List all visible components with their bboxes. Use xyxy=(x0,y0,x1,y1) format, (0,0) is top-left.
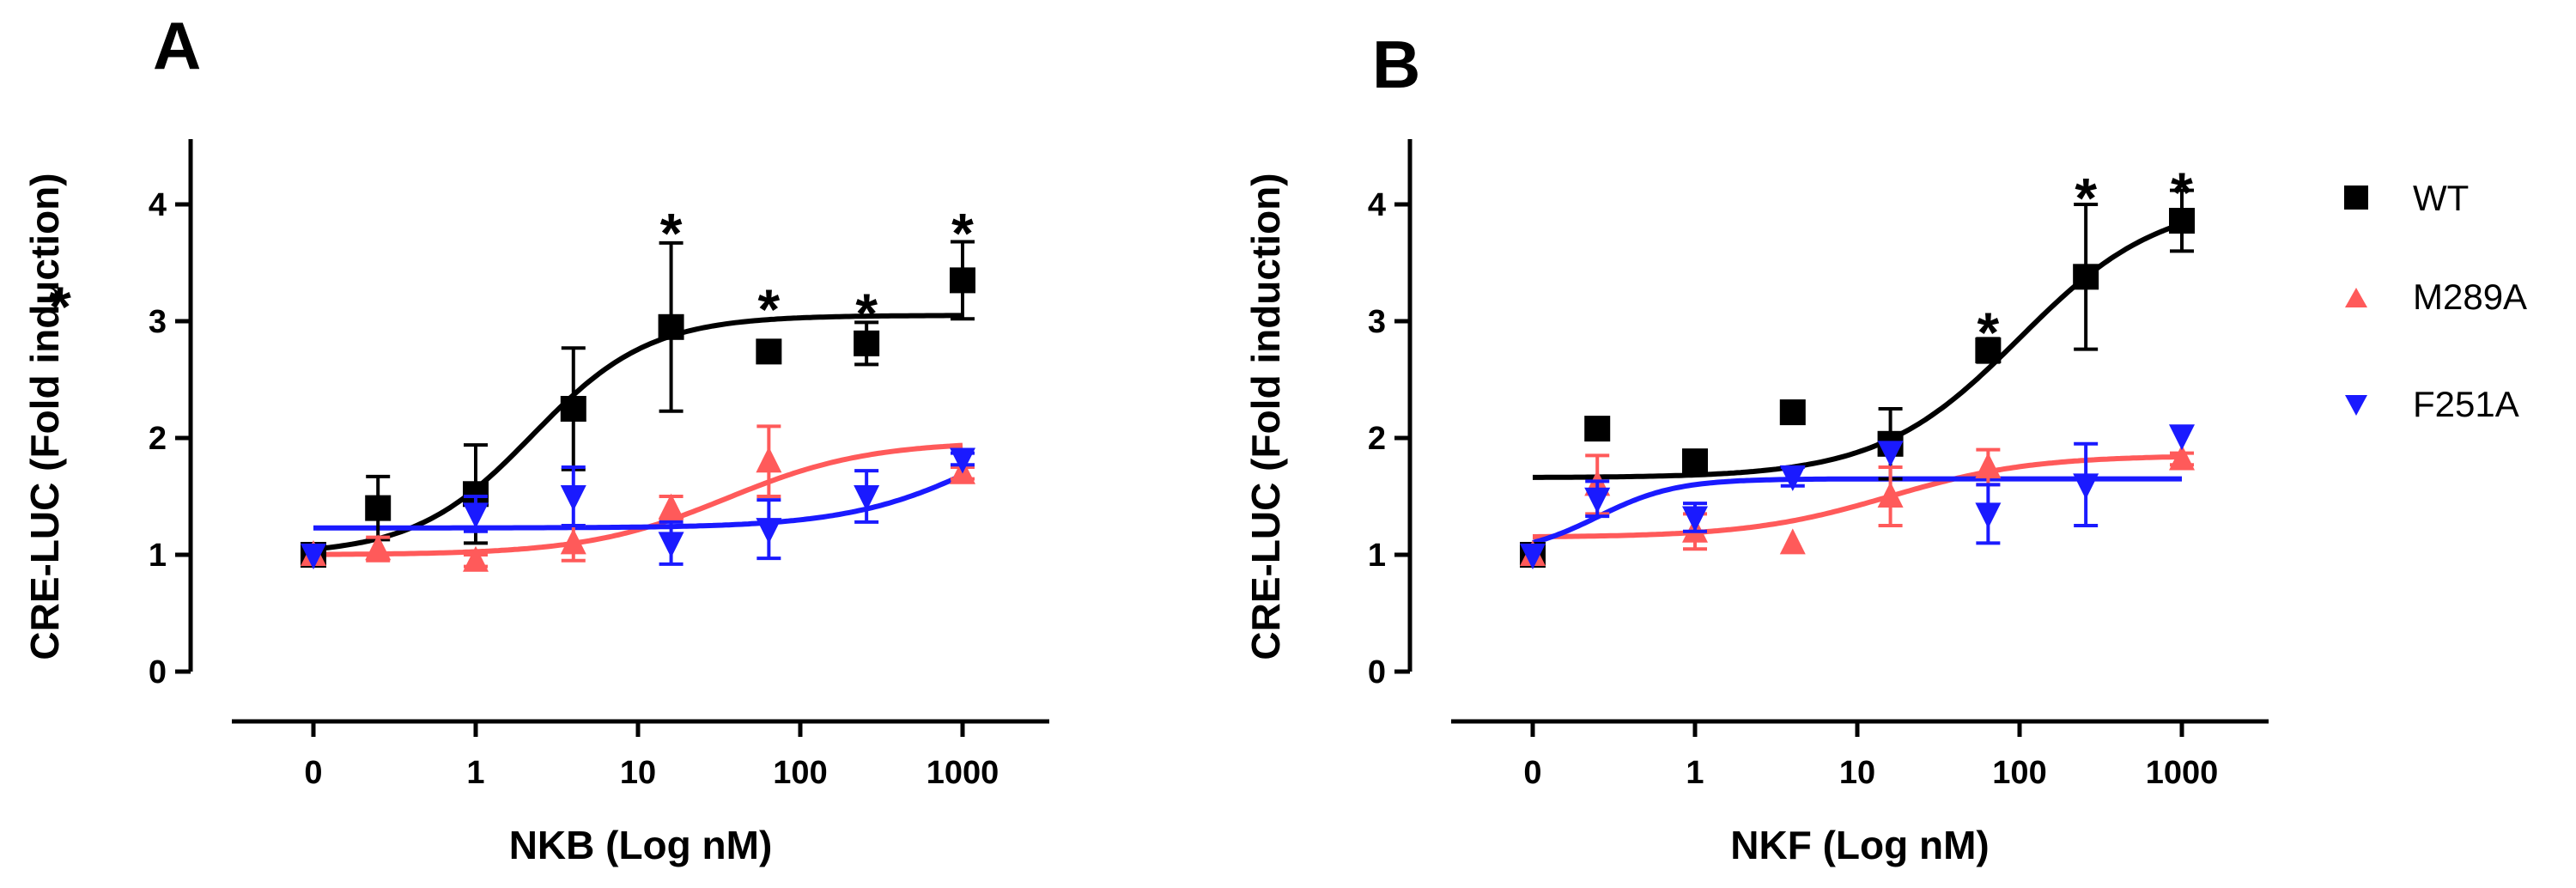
panel-b-point-wt xyxy=(1779,399,1806,426)
panel-b-x-tick-label: 1 xyxy=(1686,755,1704,791)
panel-b-point-f251a xyxy=(1584,487,1611,514)
panel-a-y-axis-title: CRE-LUC (Fold induction) xyxy=(22,173,67,660)
panel-b-point-f251a xyxy=(1779,465,1806,491)
panel-b-x-tick-label: 1000 xyxy=(2146,755,2219,791)
panel-a-point-f251a xyxy=(301,544,326,569)
panel-a-y-tick-label: 1 xyxy=(149,538,167,574)
panel-b-x-tick-label: 10 xyxy=(1839,755,1875,791)
panel-a-y-tick-label: 0 xyxy=(149,654,167,690)
legend-marker-f251a xyxy=(2345,395,2367,416)
panel-a-point-m289a xyxy=(658,493,684,520)
panel-b-point-wt xyxy=(2073,264,2099,290)
panel-a-y-tick-label: 4 xyxy=(149,187,167,223)
panel-a-point-m289a xyxy=(463,545,489,572)
panel-a-x-tick-label: 100 xyxy=(773,755,827,791)
panel-a-point-wt xyxy=(658,313,684,340)
legend-label-wt: WT xyxy=(2413,178,2469,218)
panel-a-point-f251a xyxy=(950,447,975,474)
panel-a-x-axis-title: NKB (Log nM) xyxy=(509,823,773,867)
legend-label-m289a: M289A xyxy=(2413,277,2527,317)
panel-b-point-f251a xyxy=(1682,506,1708,532)
panel-a-significance-asterisk: * xyxy=(758,277,781,341)
panel-a-fit-f251a xyxy=(313,472,964,531)
panel-a-letter: A xyxy=(153,8,201,83)
panel-a-point-wt xyxy=(365,495,392,521)
panel-a-point-wt xyxy=(854,330,880,356)
panel-b-significance-asterisk: * xyxy=(2075,167,2097,230)
panel-a-fit-wt xyxy=(313,313,963,552)
panel-a-x-tick-label: 0 xyxy=(304,755,322,791)
panel-a-point-f251a xyxy=(658,532,684,558)
panel-b-significance-asterisk: * xyxy=(1978,301,2000,364)
panel-a-x-tick-label: 1000 xyxy=(927,755,999,791)
panel-a-point-m289a xyxy=(560,528,586,555)
panel-a-y-tick-label: 2 xyxy=(149,421,167,457)
panel-b-y-tick-label: 3 xyxy=(1368,304,1386,340)
panel-a-stray-asterisk: * xyxy=(49,275,71,338)
panel-b-point-wt xyxy=(1584,416,1611,442)
panel-b-y-tick-label: 0 xyxy=(1368,654,1386,690)
panel-b: B CRE-LUC (Fold induction) NKF (Log nM) … xyxy=(1243,27,2269,867)
panel-a-x-tick-label: 1 xyxy=(466,755,484,791)
panel-b-y-axis-title: CRE-LUC (Fold induction) xyxy=(1243,173,1288,660)
panel-b-letter: B xyxy=(1372,27,1420,102)
panel-a-point-m289a xyxy=(365,534,392,561)
panel-b-point-m289a xyxy=(1877,482,1904,508)
panel-a-point-m289a xyxy=(756,447,782,473)
panel-a-point-wt xyxy=(756,338,782,365)
panel-b-point-f251a xyxy=(2073,473,2099,500)
panel-b-x-tick-label: 0 xyxy=(1523,755,1541,791)
legend-marker-m289a xyxy=(2345,288,2367,307)
panel-a: A CRE-LUC (Fold induction) NKB (Log nM) … xyxy=(22,8,1049,867)
panel-a-point-wt xyxy=(950,267,975,294)
panel-b-x-tick-label: 100 xyxy=(1992,755,2046,791)
panel-b-point-wt xyxy=(1682,448,1708,475)
panel-b-y-tick-label: 4 xyxy=(1368,187,1386,223)
panel-b-point-m289a xyxy=(2169,444,2195,471)
panel-b-point-m289a xyxy=(1975,453,2002,478)
panel-b-fit-f251a xyxy=(1532,476,2182,545)
panel-b-point-f251a xyxy=(1520,544,1546,569)
panel-b-significance-asterisk: * xyxy=(2171,161,2193,224)
panel-a-significance-asterisk: * xyxy=(951,201,974,265)
panel-a-x-tick-label: 10 xyxy=(620,755,656,791)
panel-b-fit-m289a xyxy=(1533,453,2183,539)
legend-marker-wt xyxy=(2344,186,2368,210)
panel-b-point-f251a xyxy=(1975,502,2002,529)
panel-a-y-tick-label: 3 xyxy=(149,304,167,340)
panel-a-point-f251a xyxy=(756,518,782,544)
panel-b-x-axis-title: NKF (Log nM) xyxy=(1730,823,1989,867)
panel-b-point-m289a xyxy=(1779,528,1806,555)
panel-b-y-tick-label: 1 xyxy=(1368,538,1386,574)
panel-a-significance-asterisk: * xyxy=(855,282,878,345)
legend-label-f251a: F251A xyxy=(2413,384,2519,424)
panel-b-point-wt xyxy=(2169,208,2195,234)
legend: WT M289A F251A xyxy=(2344,178,2527,424)
panel-a-point-f251a xyxy=(463,502,489,529)
panel-a-point-f251a xyxy=(854,485,880,511)
panel-a-point-wt xyxy=(560,396,586,422)
panel-a-fit-m289a xyxy=(313,442,963,557)
panel-b-point-f251a xyxy=(1877,441,1904,467)
panel-b-point-f251a xyxy=(2169,424,2195,451)
panel-b-point-wt xyxy=(1975,338,2002,363)
panel-a-significance-asterisk: * xyxy=(660,201,683,265)
panel-b-y-tick-label: 2 xyxy=(1368,421,1386,457)
panel-a-point-f251a xyxy=(560,485,586,511)
